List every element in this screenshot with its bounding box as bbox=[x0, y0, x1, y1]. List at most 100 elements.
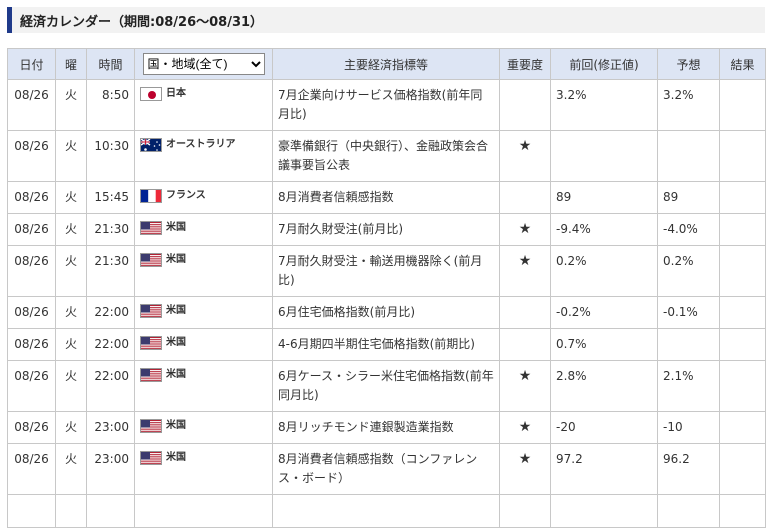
importance-star bbox=[500, 495, 551, 528]
forecast-cell: -4.0% bbox=[658, 214, 720, 246]
result-cell bbox=[720, 329, 766, 361]
time-cell: 21:30 bbox=[87, 214, 135, 246]
date-cell: 08/26 bbox=[8, 297, 56, 329]
date-cell: 08/26 bbox=[8, 361, 56, 412]
region-cell: 米国 bbox=[135, 361, 273, 412]
country-name: 米国 bbox=[166, 420, 186, 431]
us-flag-icon bbox=[140, 304, 162, 318]
country-name: 米国 bbox=[166, 222, 186, 233]
date-cell: 08/26 bbox=[8, 182, 56, 214]
country-name: 米国 bbox=[166, 337, 186, 348]
result-cell bbox=[720, 182, 766, 214]
date-cell: 08/26 bbox=[8, 214, 56, 246]
weekday-cell: 火 bbox=[56, 182, 87, 214]
previous-cell: 89 bbox=[551, 182, 658, 214]
weekday-cell: 火 bbox=[56, 214, 87, 246]
indicator-cell: 7月企業向けサービス価格指数(前年同月比) bbox=[273, 80, 500, 131]
weekday-cell: 火 bbox=[56, 412, 87, 444]
time-cell: 23:00 bbox=[87, 444, 135, 495]
country-name: 日本 bbox=[166, 88, 186, 99]
indicator-cell: 6月ケース・シラー米住宅価格指数(前年同月比) bbox=[273, 361, 500, 412]
us-flag-icon bbox=[140, 253, 162, 267]
region-cell: 米国 bbox=[135, 214, 273, 246]
region-cell: 米国 bbox=[135, 329, 273, 361]
importance-star: ★ bbox=[500, 131, 551, 182]
indicator-cell: 7月耐久財受注(前月比) bbox=[273, 214, 500, 246]
indicator-cell: 8月消費者信頼感指数（コンファレンス・ボード） bbox=[273, 444, 500, 495]
time-cell: 22:00 bbox=[87, 329, 135, 361]
country-name: 米国 bbox=[166, 452, 186, 463]
region-cell bbox=[135, 495, 273, 528]
region-cell: 米国 bbox=[135, 444, 273, 495]
importance-star bbox=[500, 297, 551, 329]
country-name: 米国 bbox=[166, 369, 186, 380]
weekday-cell: 火 bbox=[56, 131, 87, 182]
importance-star: ★ bbox=[500, 246, 551, 297]
indicator-cell bbox=[273, 495, 500, 528]
col-header-date: 日付 bbox=[8, 49, 56, 80]
au-flag-icon bbox=[140, 138, 162, 152]
forecast-cell: -10 bbox=[658, 412, 720, 444]
weekday-cell bbox=[56, 495, 87, 528]
col-header-indicator: 主要経済指標等 bbox=[273, 49, 500, 80]
result-cell bbox=[720, 297, 766, 329]
time-cell: 8:50 bbox=[87, 80, 135, 131]
result-cell bbox=[720, 495, 766, 528]
importance-star bbox=[500, 329, 551, 361]
indicator-cell: 8月リッチモンド連銀製造業指数 bbox=[273, 412, 500, 444]
date-cell bbox=[8, 495, 56, 528]
col-header-weekday: 曜 bbox=[56, 49, 87, 80]
region-cell: フランス bbox=[135, 182, 273, 214]
result-cell bbox=[720, 444, 766, 495]
previous-cell bbox=[551, 495, 658, 528]
importance-star: ★ bbox=[500, 412, 551, 444]
forecast-cell: 96.2 bbox=[658, 444, 720, 495]
date-cell: 08/26 bbox=[8, 131, 56, 182]
economic-calendar-table: 日付 曜 時間 国・地域(全て) 主要経済指標等 重要度 前回(修正値) 予想 … bbox=[7, 48, 766, 528]
time-cell bbox=[87, 495, 135, 528]
section-header: 経済カレンダー（期間:08/26〜08/31） bbox=[7, 7, 765, 33]
indicator-cell: 豪準備銀行（中央銀行）、金融政策会合議事要旨公表 bbox=[273, 131, 500, 182]
us-flag-icon bbox=[140, 221, 162, 235]
forecast-cell bbox=[658, 329, 720, 361]
indicator-cell: 8月消費者信頼感指数 bbox=[273, 182, 500, 214]
previous-cell: 0.2% bbox=[551, 246, 658, 297]
col-header-region: 国・地域(全て) bbox=[135, 49, 273, 80]
forecast-cell bbox=[658, 131, 720, 182]
result-cell bbox=[720, 131, 766, 182]
result-cell bbox=[720, 361, 766, 412]
us-flag-icon bbox=[140, 451, 162, 465]
date-cell: 08/26 bbox=[8, 80, 56, 131]
forecast-cell: 3.2% bbox=[658, 80, 720, 131]
weekday-cell: 火 bbox=[56, 297, 87, 329]
region-cell: 日本 bbox=[135, 80, 273, 131]
result-cell bbox=[720, 412, 766, 444]
date-cell: 08/26 bbox=[8, 444, 56, 495]
date-cell: 08/26 bbox=[8, 329, 56, 361]
importance-star: ★ bbox=[500, 361, 551, 412]
time-cell: 22:00 bbox=[87, 361, 135, 412]
region-cell: オーストラリア bbox=[135, 131, 273, 182]
result-cell bbox=[720, 80, 766, 131]
importance-star bbox=[500, 182, 551, 214]
country-name: 米国 bbox=[166, 305, 186, 316]
result-cell bbox=[720, 214, 766, 246]
forecast-cell: 0.2% bbox=[658, 246, 720, 297]
weekday-cell: 火 bbox=[56, 329, 87, 361]
region-select[interactable]: 国・地域(全て) bbox=[143, 53, 265, 75]
col-header-result: 結果 bbox=[720, 49, 766, 80]
time-cell: 15:45 bbox=[87, 182, 135, 214]
jp-flag-icon bbox=[140, 87, 162, 101]
time-cell: 23:00 bbox=[87, 412, 135, 444]
previous-cell: 3.2% bbox=[551, 80, 658, 131]
country-name: オーストラリア bbox=[166, 139, 236, 150]
